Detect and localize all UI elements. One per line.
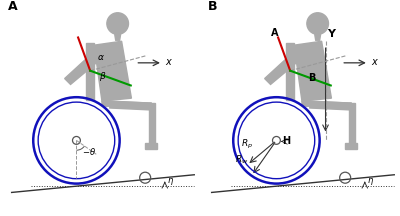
Polygon shape: [294, 41, 332, 101]
Text: $x$: $x$: [165, 57, 173, 67]
Text: $-\theta$: $-\theta$: [82, 146, 96, 157]
Text: A: A: [271, 29, 279, 38]
Text: $\beta$: $\beta$: [99, 70, 106, 83]
Polygon shape: [349, 103, 355, 143]
Polygon shape: [102, 101, 151, 108]
Polygon shape: [265, 53, 300, 84]
Polygon shape: [310, 101, 351, 110]
Text: $\eta$: $\eta$: [367, 176, 374, 187]
Text: A: A: [8, 0, 17, 13]
Text: $\alpha$: $\alpha$: [97, 53, 105, 62]
Text: B: B: [208, 0, 217, 13]
Circle shape: [107, 13, 128, 34]
Polygon shape: [86, 43, 94, 100]
Text: Y: Y: [328, 29, 336, 39]
Polygon shape: [94, 41, 132, 101]
Polygon shape: [65, 53, 100, 84]
Polygon shape: [286, 43, 294, 100]
Text: $x$: $x$: [371, 57, 379, 67]
Text: $R_p$: $R_p$: [241, 138, 253, 151]
Text: $\eta$: $\eta$: [167, 176, 174, 187]
Circle shape: [307, 13, 328, 34]
Polygon shape: [149, 103, 155, 143]
Polygon shape: [345, 143, 357, 149]
Text: $R_w$: $R_w$: [235, 153, 249, 165]
Text: B: B: [308, 73, 315, 83]
Polygon shape: [110, 101, 151, 110]
Polygon shape: [302, 101, 351, 108]
Text: H: H: [282, 136, 290, 146]
Polygon shape: [115, 34, 121, 40]
Polygon shape: [315, 34, 321, 40]
Polygon shape: [145, 143, 157, 149]
